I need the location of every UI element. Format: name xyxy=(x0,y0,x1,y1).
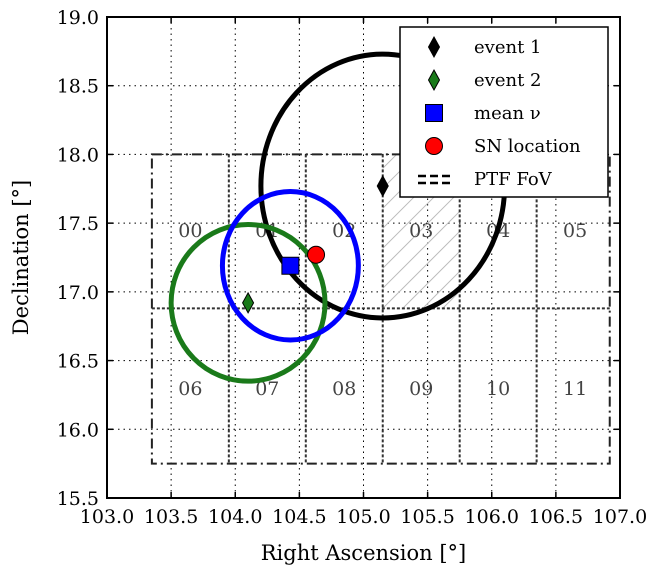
x-tick-label: 106.0 xyxy=(465,506,519,528)
hatch-line xyxy=(623,154,652,308)
field-label-10: 10 xyxy=(486,378,510,400)
legend-label-event-1: event 1 xyxy=(474,37,541,58)
field-label-09: 09 xyxy=(409,378,433,400)
x-tick-label: 103.0 xyxy=(80,506,134,528)
legend-marker-event-1 xyxy=(427,35,441,59)
legend-marker-event-2 xyxy=(427,68,441,92)
hatch-line xyxy=(382,230,460,309)
legend-marker-sn-location xyxy=(425,137,443,155)
field-label-06: 06 xyxy=(178,378,202,400)
fov-boundary xyxy=(150,153,611,465)
legend-label-ptf-fov: PTF FoV xyxy=(474,169,553,190)
legend-label-mean: mean ν xyxy=(474,103,541,124)
legend: event 1 event 2 mean ν SN location PTF FoV xyxy=(399,26,609,198)
legend-label-sn-location: SN location xyxy=(474,136,581,157)
y-tick-label: 17.0 xyxy=(57,282,99,304)
field-label-03: 03 xyxy=(409,220,433,242)
y-axis-title: Declination [°] xyxy=(9,180,33,335)
x-tick-label: 104.0 xyxy=(208,506,262,528)
field-label-08: 08 xyxy=(332,378,356,400)
y-tick-label: 15.5 xyxy=(57,488,99,510)
hatch-line xyxy=(422,270,460,309)
ticks: 103.0 103.5 104.0 104.5 105.0 105.5 106.0 106.5… xyxy=(57,7,648,528)
error-circle-event-2 xyxy=(168,222,328,384)
hatch-line xyxy=(402,250,460,309)
y-tick-label: 19.0 xyxy=(57,7,99,29)
x-tick-label: 107.0 xyxy=(593,506,647,528)
field-label-11: 11 xyxy=(563,378,587,400)
marker-event-2 xyxy=(242,291,255,314)
marker-sn-location xyxy=(307,245,326,264)
axis-titles: Right Ascension [°] Declination [°] xyxy=(9,180,466,565)
y-tick-label: 16.5 xyxy=(57,351,99,373)
x-tick-label: 103.5 xyxy=(144,506,198,528)
error-circle-mean xyxy=(219,189,361,343)
field-label-05: 05 xyxy=(563,220,587,242)
hatch-line xyxy=(382,190,460,270)
marker-event-1 xyxy=(376,174,389,198)
y-tick-label: 18.5 xyxy=(57,76,99,98)
marker-mean xyxy=(281,256,300,275)
markers xyxy=(242,174,389,314)
y-tick-label: 17.5 xyxy=(57,213,99,235)
field-label-00: 00 xyxy=(178,220,202,242)
hatch-line xyxy=(382,210,460,290)
hatch-line xyxy=(382,154,418,190)
x-tick-label: 105.0 xyxy=(336,506,390,528)
x-axis-title: Right Ascension [°] xyxy=(261,541,467,565)
y-tick-label: 16.0 xyxy=(57,419,99,441)
field-label-07: 07 xyxy=(255,378,279,400)
x-tick-label: 104.5 xyxy=(272,506,326,528)
hatch-line xyxy=(643,154,652,308)
legend-marker-mean xyxy=(425,104,443,122)
x-tick-label: 105.5 xyxy=(400,506,454,528)
y-tick-label: 18.0 xyxy=(57,144,99,166)
legend-label-event-2: event 2 xyxy=(474,70,541,91)
x-tick-label: 106.5 xyxy=(529,506,583,528)
